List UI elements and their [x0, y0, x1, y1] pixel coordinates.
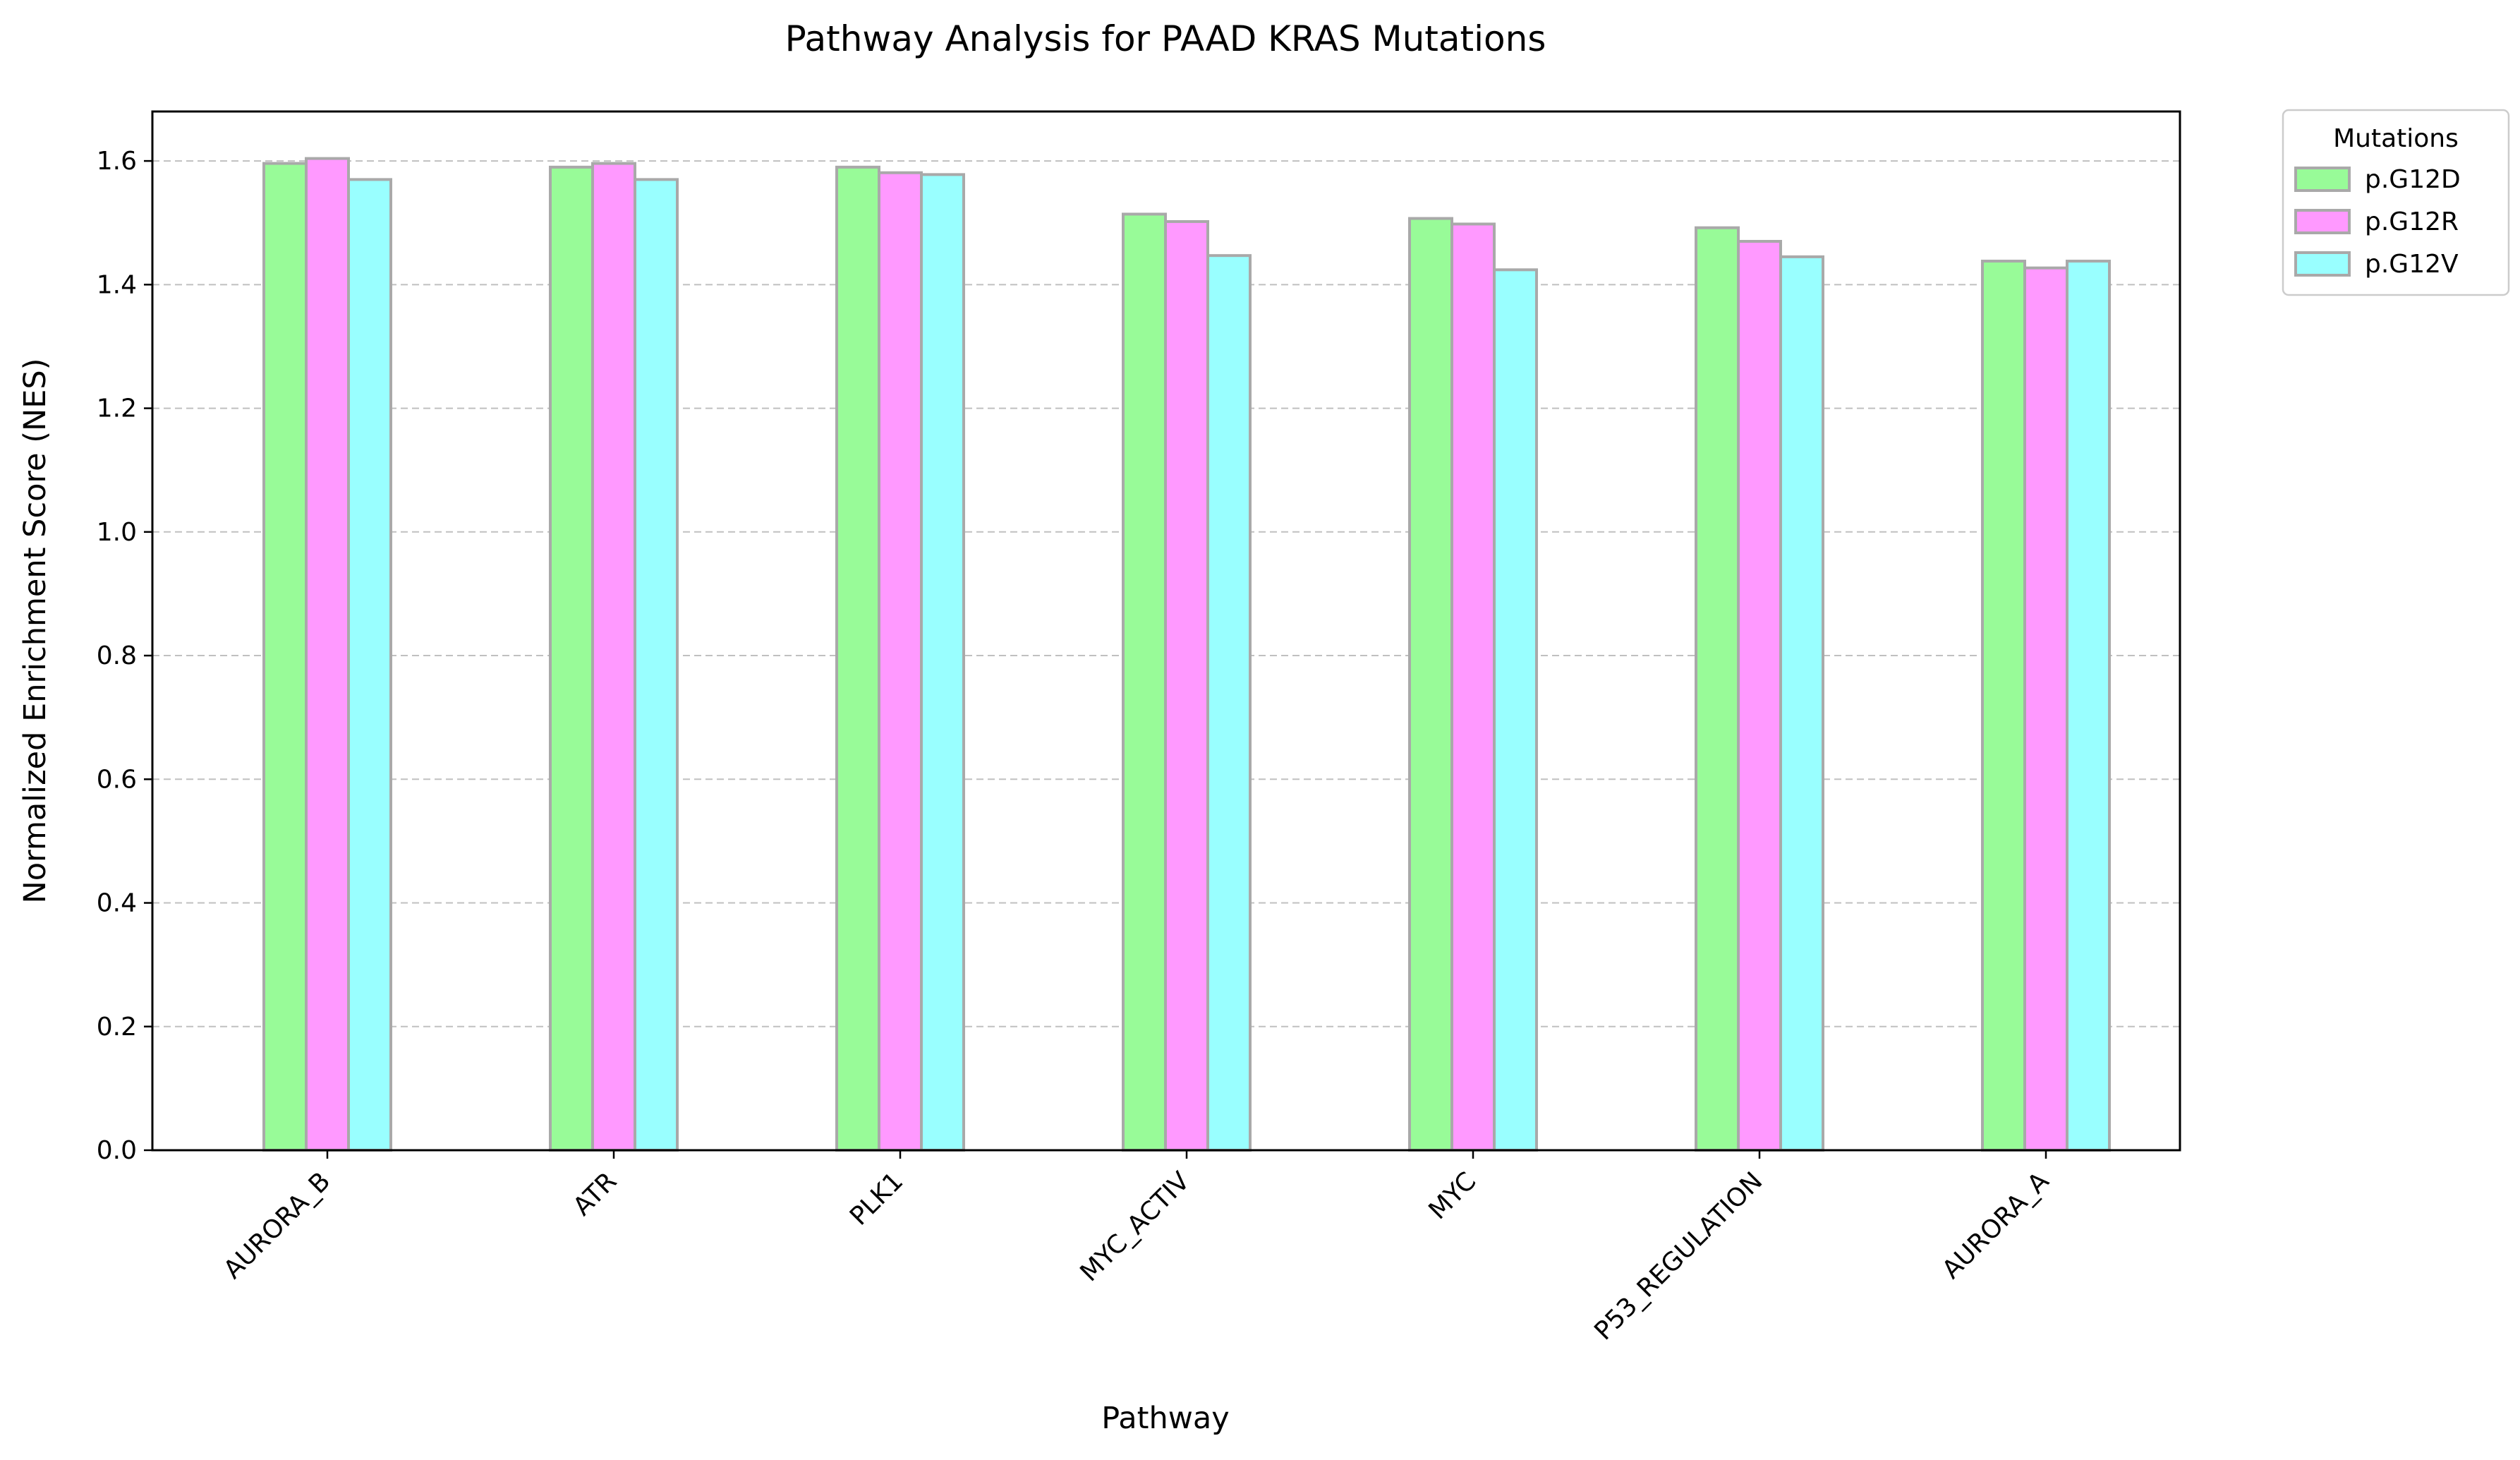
y-tick-label: 0.2: [97, 1013, 137, 1042]
legend-label: p.G12V: [2365, 250, 2459, 279]
bar-pG12V-aurora_b: [347, 178, 392, 1152]
legend-items: p.G12D p.G12R p.G12V: [2294, 165, 2461, 279]
bar-pG12R-aurora_b: [305, 157, 350, 1152]
y-tick-label: 1.6: [97, 147, 137, 176]
y-axis-label: Normalized Enrichment Score (NES): [18, 358, 53, 904]
y-axis: 0.0 0.2 0.4 0.6 0.8 1.0 1.2 1.4 1.6: [97, 147, 152, 1165]
x-tick-label: ATR: [568, 1166, 623, 1221]
x-tick-label: MYC_ACTIV: [1075, 1166, 1196, 1287]
legend-label: p.G12R: [2365, 207, 2459, 236]
x-tick-label: P53_REGULATION: [1589, 1166, 1768, 1346]
legend: Mutations p.G12D p.G12R p.G12V: [2282, 109, 2510, 296]
bar-pG12D-p53_regulation: [1695, 226, 1740, 1152]
legend-swatch: [2294, 209, 2351, 234]
bar-pG12D-plk1: [835, 165, 880, 1152]
legend-title: Mutations: [2333, 124, 2459, 153]
legend-frame: [2282, 109, 2510, 296]
x-axis-label: Pathway: [1101, 1401, 1229, 1436]
bar-pG12D-myc_activ: [1122, 212, 1167, 1152]
y-tick-label: 1.0: [97, 518, 137, 547]
bar-pG12V-myc: [1493, 268, 1538, 1152]
chart-title: Pathway Analysis for PAAD KRAS Mutations: [785, 18, 1546, 59]
legend-swatch: [2294, 167, 2351, 192]
legend-label: p.G12D: [2365, 165, 2461, 194]
y-tick-label: 0.4: [97, 889, 137, 918]
bars: [262, 157, 2111, 1152]
legend-swatch: [2294, 251, 2351, 277]
y-tick-label: 0.8: [97, 641, 137, 670]
x-tick-label: MYC: [1423, 1166, 1482, 1225]
bar-pG12D-aurora_b: [262, 162, 308, 1152]
x-tick-label: AURORA_B: [218, 1166, 336, 1284]
bar-pG12R-p53_regulation: [1737, 240, 1782, 1152]
bar-pG12V-p53_regulation: [1779, 255, 1824, 1152]
y-tick-label: 0.6: [97, 765, 137, 794]
bar-pG12D-myc: [1408, 217, 1453, 1152]
bar-pG12V-plk1: [920, 173, 965, 1152]
bar-pG12D-atr: [549, 165, 594, 1152]
x-tick-label: PLK1: [844, 1166, 909, 1231]
bar-pG12V-atr: [634, 178, 679, 1152]
bar-pG12D-aurora_a: [1981, 260, 2026, 1152]
y-tick-label: 0.0: [97, 1136, 137, 1165]
bar-pG12V-aurora_a: [2066, 260, 2111, 1152]
bar-pG12R-plk1: [878, 171, 923, 1152]
x-tick-label: AURORA_A: [1937, 1166, 2054, 1284]
bar-pG12V-myc_activ: [1206, 254, 1252, 1152]
y-tick-label: 1.4: [97, 270, 137, 299]
bar-pG12R-aurora_a: [2023, 266, 2068, 1152]
plot-frame: [151, 110, 2181, 1152]
x-axis: AURORA_B ATR PLK1 MYC_ACTIV MYC P53_REGULATIO…: [218, 1150, 2055, 1346]
y-tick-label: 1.2: [97, 394, 137, 423]
bar-pG12R-atr: [591, 162, 636, 1152]
bar-pG12R-myc_activ: [1164, 219, 1209, 1152]
bar-pG12R-myc: [1450, 222, 1496, 1152]
